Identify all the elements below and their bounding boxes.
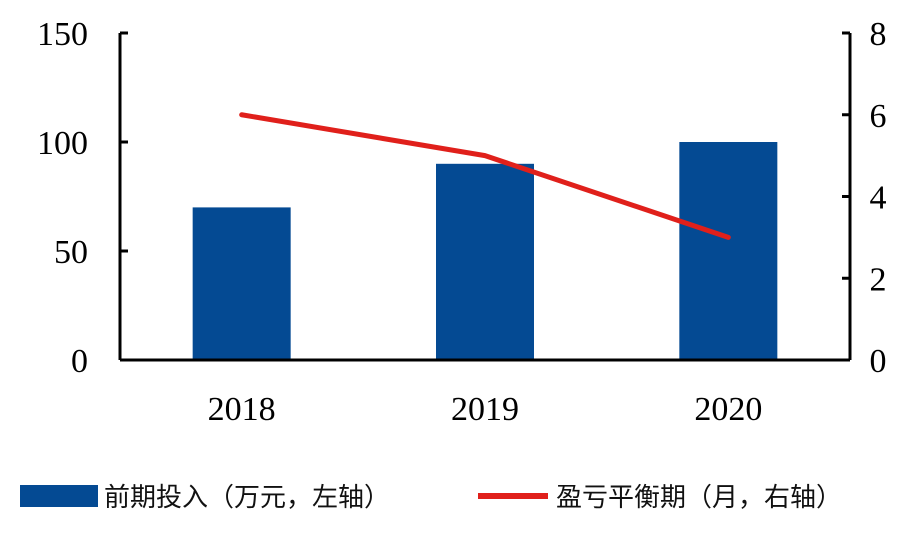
right-tick-label: 8 — [870, 16, 887, 53]
bar-2020 — [679, 142, 778, 360]
bar-2018 — [192, 207, 291, 360]
left-tick-label: 0 — [71, 343, 88, 380]
legend-bar-swatch — [20, 485, 98, 507]
right-tick-label: 6 — [870, 98, 887, 135]
x-tick-label: 2019 — [451, 391, 519, 428]
left-tick-label: 50 — [54, 234, 88, 271]
right-tick-label: 2 — [870, 261, 887, 298]
legend-bar-label: 前期投入（万元，左轴） — [104, 483, 390, 513]
x-tick-label: 2020 — [694, 391, 762, 428]
left-tick-label: 100 — [37, 125, 88, 162]
left-tick-label: 150 — [37, 16, 88, 53]
bar-2019 — [436, 163, 534, 360]
right-tick-label: 0 — [870, 343, 887, 380]
right-tick-label: 4 — [870, 180, 887, 217]
legend-line-label: 盈亏平衡期（月，右轴） — [556, 483, 842, 513]
x-tick-label: 2018 — [208, 391, 276, 428]
